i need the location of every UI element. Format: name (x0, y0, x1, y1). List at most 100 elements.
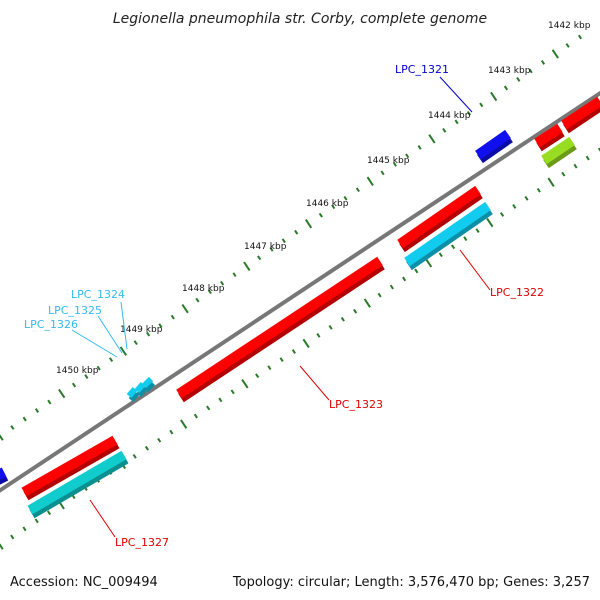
inner-ruler-tick (573, 163, 578, 169)
gene-lpc-1328[interactable] (0, 467, 9, 488)
outer-ruler-tick (503, 85, 509, 91)
inner-ruler-tick (218, 397, 223, 403)
outer-ruler-tick (133, 340, 138, 346)
gene-lpc-1327[interactable] (21, 435, 120, 501)
outer-ruler-tick (170, 314, 175, 320)
gene-lpc-1322-body (397, 185, 481, 249)
inner-ruler-tick (536, 187, 541, 193)
gene-label-lpc-1321[interactable]: LPC_1321 (395, 63, 449, 76)
inner-ruler-tick (463, 236, 468, 242)
gene-lpc-1321-neighbor-body (534, 123, 563, 148)
inner-ruler-tick (389, 284, 394, 290)
gene-lpc-1324-shadow (128, 391, 140, 402)
gene-lpc-1320[interactable] (561, 96, 600, 134)
tick-label-1442: 1442 kbp (548, 21, 591, 31)
gene-label-lpc-1322[interactable]: LPC_1322 (490, 286, 544, 299)
leader-line-lpc-1327 (89, 499, 116, 538)
outer-ruler-tick (577, 34, 583, 40)
gene-label-lpc-1325[interactable]: LPC_1325 (48, 304, 102, 317)
inner-ruler-tick (499, 212, 505, 217)
inner-ruler-tick (0, 543, 4, 550)
gene-lpc-1324-body (126, 387, 138, 398)
gene-lpc-1325[interactable] (134, 382, 148, 397)
gene-lpc-1323-body (176, 256, 383, 399)
inner-ruler-tick (450, 244, 456, 250)
gene-lpc-1327-body (21, 435, 118, 497)
gene-label-lpc-1324[interactable]: LPC_1324 (71, 288, 125, 301)
outer-ruler-tick (343, 195, 348, 201)
tick-label-1449: 1449 kbp (120, 325, 163, 335)
gene-lpc-1327-b[interactable] (27, 450, 129, 519)
inner-ruler-tick (402, 276, 407, 282)
gene-lpc-1323[interactable] (176, 256, 385, 403)
inner-ruler-tick (291, 349, 296, 354)
inner-ruler-tick (267, 365, 272, 371)
inner-ruler-tick (279, 357, 284, 362)
outer-ruler-tick (281, 238, 286, 244)
gene-labels: LPC_1321 LPC_1322 LPC_1323 LPC_1324 LPC_… (24, 63, 544, 549)
gene-lpc-1321[interactable] (475, 129, 513, 164)
inner-ruler-tick (328, 324, 333, 330)
outer-ruler-tick (466, 111, 472, 116)
gene-track (0, 96, 600, 519)
tick-labels: 1442 kbp 1443 kbp 1444 kbp 1445 kbp 1446… (56, 21, 591, 376)
outer-ruler-tick (84, 374, 89, 379)
tick-label-1448: 1448 kbp (182, 284, 225, 294)
inner-ruler-tick (547, 177, 555, 187)
inner-ruler-tick (255, 373, 260, 379)
inner-ruler-tick (438, 252, 443, 258)
gene-lpc-1320-lime-body (541, 136, 575, 165)
gene-lpc-1322[interactable] (397, 185, 483, 253)
gene-lpc-1321-neighbor[interactable] (534, 123, 565, 152)
inner-ruler-tick (157, 437, 162, 443)
outer-ruler-tick (366, 176, 374, 187)
gene-lpc-1324[interactable] (126, 387, 140, 402)
outer-ruler-tick (269, 246, 274, 252)
inner-ruler-tick (585, 155, 590, 161)
outer-ruler-tick (108, 357, 114, 362)
gene-label-lpc-1327[interactable]: LPC_1327 (115, 536, 169, 549)
gene-label-lpc-1323[interactable]: LPC_1323 (329, 398, 383, 411)
inner-ruler-tick (475, 228, 480, 233)
inner-ruler-tick (241, 379, 249, 389)
outer-ruler-tick (565, 43, 570, 48)
inner-ruler-tick (377, 292, 382, 298)
outer-ruler-tick (380, 170, 385, 176)
outer-ruler-tick (294, 229, 299, 235)
inner-ruler-tick (180, 419, 188, 429)
outer-ruler-tick (318, 212, 323, 218)
inner-ruler-tick (414, 268, 419, 274)
outer-ruler-tick (454, 119, 459, 125)
outer-ruler-tick (479, 102, 484, 108)
outer-ruler-tick (34, 408, 40, 413)
leader-line-lpc-1321 (439, 76, 473, 113)
inner-ruler-tick (561, 171, 566, 177)
gene-label-lpc-1326[interactable]: LPC_1326 (24, 318, 78, 331)
inner-ruler-tick (512, 204, 517, 209)
gene-lpc-1326-body (141, 376, 154, 389)
tick-label-1445: 1445 kbp (367, 156, 410, 166)
gene-lpc-1322-b[interactable] (404, 201, 493, 271)
outer-ruler-tick (428, 134, 436, 144)
leader-line-lpc-1326 (71, 329, 118, 358)
gene-lpc-1320-body (561, 96, 600, 130)
inner-ruler (0, 147, 600, 550)
outer-ruler-tick (146, 331, 151, 337)
gene-lpc-1326[interactable] (141, 376, 156, 393)
tick-label-1446: 1446 kbp (306, 199, 349, 209)
inner-ruler-tick (316, 333, 321, 338)
tick-label-1443: 1443 kbp (488, 66, 531, 76)
outer-ruler-tick (551, 49, 559, 59)
inner-ruler-tick (46, 510, 52, 516)
outer-ruler-tick (540, 60, 546, 65)
inner-ruler-tick (34, 518, 39, 524)
outer-ruler-tick (96, 365, 101, 371)
outer-ruler-tick (405, 153, 410, 159)
tick-label-1447: 1447 kbp (244, 242, 287, 252)
gene-lpc-1326-shadow (143, 380, 156, 393)
outer-ruler-tick (392, 161, 397, 167)
gene-lpc-1320-lime[interactable] (541, 136, 577, 169)
inner-ruler-tick (340, 316, 345, 322)
inner-ruler-tick (230, 389, 235, 395)
outer-ruler-tick (490, 91, 498, 102)
